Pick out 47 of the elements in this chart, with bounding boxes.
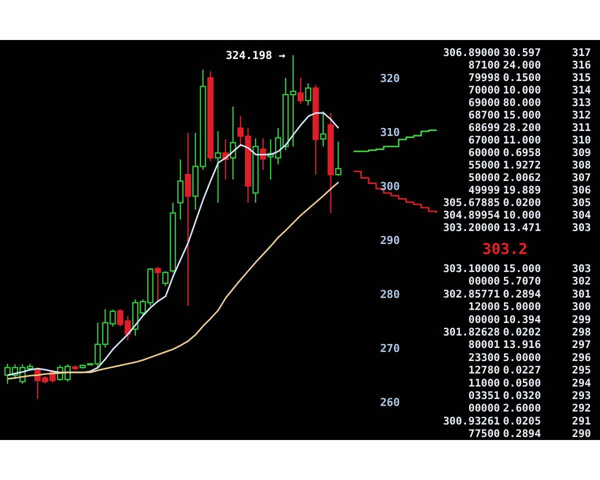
candlestick (214, 130, 222, 204)
text: 12000 5.0000 300 (468, 301, 591, 314)
text: 304.89954 10.000 304 (443, 210, 591, 222)
text: 303.20000 13.471 303 (443, 222, 591, 234)
text: 69000 80.000 313 (468, 97, 591, 109)
text: 55000 1.9272 308 (468, 160, 591, 172)
y-tick-label: 270 (380, 342, 400, 356)
candlestick (184, 132, 192, 307)
text: 79998 0.1500 315 (468, 72, 591, 84)
candlestick (298, 77, 304, 104)
candlestick (177, 158, 184, 220)
text: 80001 13.916 297 (468, 339, 591, 352)
text: 49999 19.889 306 (468, 184, 591, 196)
y-tick-label: 290 (380, 234, 400, 247)
text: 301.82628 0.0202 298 (443, 326, 591, 338)
text: 77500 0.2894 290 (468, 428, 591, 440)
text: 67000 11.000 310 (468, 134, 591, 146)
y-tick-label: 260 (380, 396, 400, 410)
text: 00000 10.394 299 (468, 314, 591, 326)
candlestick (305, 82, 312, 106)
candlestick (162, 270, 168, 287)
annotation: 324.198 → (226, 49, 286, 62)
text: 305.67885 0.0200 305 (443, 197, 591, 209)
text: 12780 0.0227 295 (468, 364, 591, 377)
text: 11000 0.0500 294 (468, 377, 591, 390)
text: 87100 24.000 316 (468, 60, 591, 72)
candlestick (154, 266, 161, 302)
text: 68700 15.000 312 (468, 110, 591, 122)
text: 300.93261 0.0205 291 (443, 415, 591, 428)
text: 03351 0.0320 293 (468, 390, 591, 402)
text: 68699 28.200 311 (468, 122, 591, 134)
candlestick (320, 110, 326, 148)
y-tick-label: 300 (380, 180, 400, 193)
text: 50000 2.0062 307 (468, 172, 591, 184)
text: 23300 5.0000 296 (468, 352, 591, 364)
text: 00000 2.6000 292 (468, 402, 591, 415)
text: 303.10000 15.000 303 (443, 263, 591, 275)
text: 306.89000 30.597 317 (443, 47, 591, 59)
y-tick-label: 320 (380, 72, 400, 85)
y-tick-label: 310 (380, 126, 400, 139)
text: 00000 5.7070 302 (468, 276, 591, 288)
text: 302.85771 0.2894 301 (443, 288, 591, 300)
text: 60000 0.6958 309 (468, 147, 591, 159)
candlestick (335, 141, 342, 176)
text: 70000 10.000 314 (468, 84, 591, 96)
text: 303.2 (482, 240, 528, 258)
y-tick-label: 280 (380, 288, 400, 302)
